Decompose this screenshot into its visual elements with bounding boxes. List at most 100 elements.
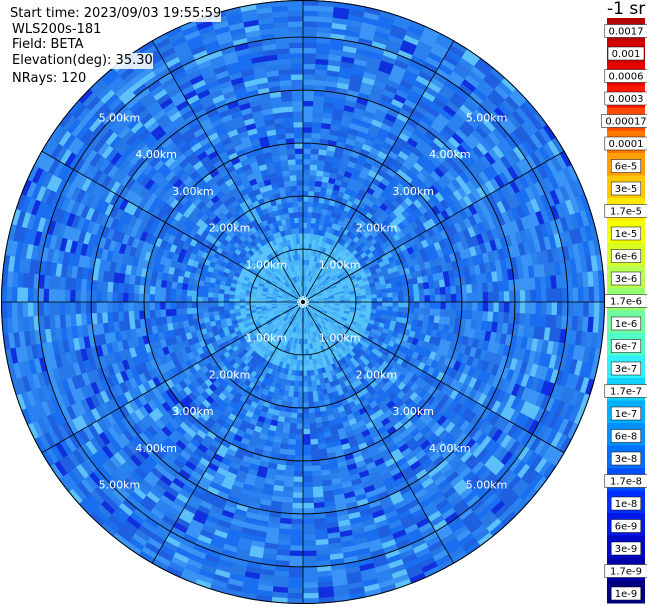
radar-gate	[308, 180, 316, 187]
radar-gate	[85, 290, 92, 303]
radar-gate	[429, 308, 436, 317]
radar-gate	[310, 444, 319, 451]
radar-gate	[498, 291, 505, 303]
radar-gate	[302, 444, 311, 451]
radar-gate	[186, 307, 193, 315]
radar-gate	[291, 502, 304, 509]
radar-gate	[302, 195, 309, 202]
radar-gate	[293, 380, 300, 387]
radar-gate	[291, 89, 304, 96]
radar-gate	[298, 227, 304, 234]
radar-gate	[296, 407, 304, 414]
radar-gate	[223, 301, 230, 307]
radar-gate	[101, 291, 108, 303]
radar-gate	[435, 294, 441, 303]
radar-gate	[101, 280, 109, 292]
radar-gate	[244, 304, 251, 309]
radar-gate	[311, 127, 322, 134]
radar-gate	[234, 305, 240, 310]
radar-gate	[302, 428, 311, 435]
radar-gate	[149, 309, 156, 319]
radar-gate	[191, 301, 198, 309]
radar-gate	[477, 292, 484, 303]
radar-gate	[302, 449, 312, 456]
radar-gate	[509, 301, 516, 314]
radar-gate	[312, 106, 324, 113]
radar-gate	[294, 455, 304, 462]
radar-gate	[101, 301, 108, 313]
radar-gate	[292, 100, 304, 107]
radar-gate	[117, 311, 125, 322]
radar-gate	[445, 294, 452, 303]
radar-gate	[350, 296, 357, 300]
radar-gate	[154, 294, 161, 303]
radar-gate	[149, 293, 156, 303]
radar-gate	[402, 307, 410, 314]
radar-gate	[308, 407, 315, 414]
radar-gate	[302, 402, 309, 409]
radar-gate	[514, 290, 521, 303]
radar-gate	[308, 190, 315, 197]
radar-gate	[284, 470, 295, 477]
radar-gate	[127, 301, 134, 312]
radar-gate	[482, 301, 489, 312]
radar-gate	[387, 292, 394, 298]
radar-gate	[309, 174, 317, 182]
radar-gate	[196, 301, 203, 308]
radar-gate	[419, 295, 426, 303]
radar-gate	[112, 281, 119, 293]
radar-gate	[302, 153, 311, 160]
radar-gate	[298, 386, 304, 393]
radar-gate	[371, 301, 378, 307]
radar-gate	[117, 292, 124, 303]
radar-gate	[298, 222, 304, 229]
radar-gate	[387, 306, 394, 312]
radar-gate	[181, 313, 189, 322]
radar-gate	[302, 439, 311, 446]
radar-gate	[212, 297, 219, 303]
radar-gate	[456, 293, 463, 303]
radar-gate	[307, 396, 314, 403]
radar-gate	[423, 308, 431, 316]
radar-gate	[314, 185, 322, 193]
radar-gate	[309, 164, 318, 171]
radar-gate	[309, 422, 317, 430]
radar-gate	[312, 395, 319, 403]
radar-gate	[472, 292, 479, 303]
radar-gate	[294, 142, 304, 149]
radar-gate	[302, 142, 312, 149]
radar-gate	[302, 217, 308, 223]
radar-gate	[403, 301, 410, 308]
radar-gate	[398, 296, 404, 303]
radar-gate	[292, 206, 299, 213]
radar-gate	[186, 289, 193, 297]
radar-gate	[284, 185, 292, 193]
radar-gate	[309, 438, 319, 446]
radar-gate	[492, 311, 499, 323]
radar-gate	[360, 295, 367, 300]
radar-gate	[112, 301, 119, 313]
radar-gate	[408, 290, 415, 297]
radar-gate	[302, 460, 312, 467]
radar-gate	[186, 301, 193, 309]
radar-gate	[376, 289, 383, 295]
radar-gate	[387, 297, 394, 303]
radar-gate	[391, 286, 399, 293]
radar-gate	[382, 301, 388, 307]
radar-gate	[311, 470, 322, 477]
radar-gate	[165, 308, 172, 317]
radar-gate	[481, 282, 489, 293]
radar-gate	[412, 313, 420, 321]
radar-gate	[283, 116, 294, 124]
radar-gate	[450, 301, 457, 311]
radar-gate	[424, 295, 431, 303]
radar-gate	[493, 291, 500, 303]
radar-gate	[186, 313, 194, 321]
radar-gate	[498, 301, 505, 313]
radar-gate	[292, 391, 299, 398]
radar-gate	[202, 296, 208, 303]
radar-gate	[376, 297, 383, 303]
radar-gate	[429, 294, 436, 303]
radar-gate	[302, 132, 313, 139]
